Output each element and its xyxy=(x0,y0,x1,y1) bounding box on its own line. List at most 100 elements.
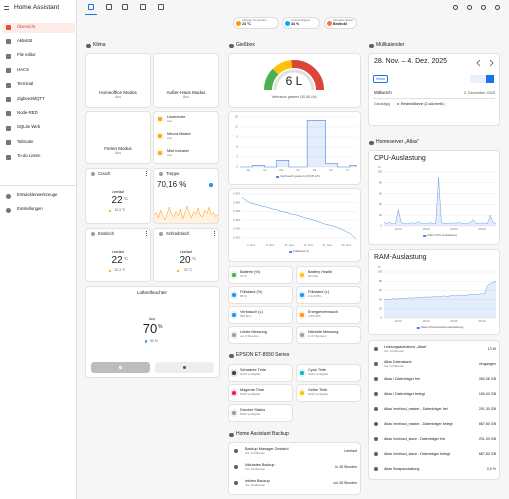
thermostat-card[interactable] xyxy=(153,228,219,282)
chart-card[interactable] xyxy=(368,150,500,245)
menu-item[interactable]: Entwicklerwerkzeuge xyxy=(17,192,58,197)
row-name[interactable]: Backup Manager Zustand xyxy=(245,447,289,451)
badge[interactable] xyxy=(233,17,279,29)
legend-label: Füllstand (l) xyxy=(293,249,309,253)
tile[interactable] xyxy=(228,266,293,284)
tile[interactable] xyxy=(228,286,293,304)
view-button[interactable] xyxy=(470,75,478,83)
tile[interactable] xyxy=(296,326,361,344)
menu-item[interactable]: To-do Listen xyxy=(17,153,41,159)
tab-icon[interactable] xyxy=(122,4,128,10)
menu-item[interactable]: Zigbee2MQTT xyxy=(17,95,45,101)
tile[interactable] xyxy=(296,286,361,304)
row-name[interactable]: Atlas /mnt/ssd_slave - Datenträger beleg… xyxy=(384,452,450,456)
tile[interactable] xyxy=(228,404,293,422)
row-name[interactable]: letztes Backup xyxy=(245,479,270,483)
chart-title: CPU-Auslastung xyxy=(374,155,426,162)
drop-icon xyxy=(183,366,186,369)
tile[interactable] xyxy=(296,364,361,382)
tab-icon[interactable] xyxy=(158,4,164,10)
section-title: Müllkalender xyxy=(376,42,405,48)
toolbar-icon[interactable] xyxy=(452,4,458,10)
tile[interactable] xyxy=(228,384,293,402)
menu-item[interactable]: Terminal xyxy=(17,81,34,87)
view-button-active[interactable] xyxy=(486,75,494,83)
view-button[interactable] xyxy=(478,75,486,83)
badge-value: Bedeckt xyxy=(333,22,347,27)
tile-state: 549,40 L xyxy=(240,314,252,318)
row-name[interactable]: Atlas /mnt/ssd_slave - Datenträger frei xyxy=(384,437,446,441)
thermostat-card[interactable] xyxy=(85,228,151,282)
row-state: 201,30 GB xyxy=(478,437,496,441)
tile[interactable] xyxy=(296,384,361,402)
light-bulb xyxy=(158,117,162,121)
more-menu[interactable] xyxy=(146,171,147,176)
legend-swatch xyxy=(423,234,427,237)
thermostat-icon xyxy=(91,172,95,176)
menu-item[interactable]: SQLite Web xyxy=(17,124,41,130)
calendar-range: 28. Nov. – 4. Dez. 2025 xyxy=(374,58,448,65)
menu-item[interactable]: File editor xyxy=(17,52,36,58)
tab-icon[interactable] xyxy=(106,4,112,10)
tile[interactable] xyxy=(296,266,361,284)
more-menu[interactable] xyxy=(214,231,215,236)
thermostat-current: 20 °C xyxy=(183,268,193,272)
row-name[interactable]: Atlas Swapauslastung xyxy=(384,467,420,471)
more-menu[interactable] xyxy=(146,231,147,236)
row-name[interactable]: Atlas Datenstand xyxy=(384,360,412,364)
light-state: Aus xyxy=(167,119,173,123)
tile[interactable] xyxy=(296,306,361,324)
mode-name: Homeoffice Modus xyxy=(99,90,137,95)
row-icon xyxy=(373,421,379,427)
today-label[interactable]: Heute xyxy=(375,76,386,81)
light-name[interactable]: Mecca Master xyxy=(167,132,191,136)
toolbar-icon[interactable] xyxy=(494,4,500,10)
axis-unit: % xyxy=(378,165,381,169)
tile[interactable] xyxy=(228,326,293,344)
tile[interactable] xyxy=(228,306,293,324)
toolbar-icon[interactable] xyxy=(480,4,486,10)
tile-state: Normal xyxy=(308,274,318,278)
menu-item[interactable]: Übersicht xyxy=(17,23,36,29)
tile-state: Nicht verfügbar xyxy=(308,392,329,396)
row-name[interactable]: Nächstes Backup xyxy=(245,463,275,467)
power-button[interactable] xyxy=(91,362,150,373)
menu-item[interactable]: Node-RED xyxy=(17,109,38,115)
badge-icon xyxy=(235,20,241,26)
section-icon xyxy=(229,432,234,438)
badge-value: 34 % xyxy=(291,22,300,27)
row-name[interactable]: Atlas /mnt/ssd_master - Datenträger frei xyxy=(384,407,448,411)
badge-value: 23 °C xyxy=(242,22,252,27)
sensor-card[interactable] xyxy=(153,168,219,224)
tile-state: vor 3 Stunden xyxy=(240,334,259,338)
menu-icon[interactable] xyxy=(4,6,9,10)
row-name[interactable]: Atlas / Datenträger belegt xyxy=(384,392,425,396)
tile-icon xyxy=(300,371,304,375)
menu-item[interactable]: Tailscale xyxy=(17,138,34,144)
badge[interactable] xyxy=(282,17,320,29)
menu-item[interactable]: Aktivität xyxy=(17,37,33,43)
thermostat-target: 22 xyxy=(111,195,123,206)
today-button[interactable] xyxy=(373,75,388,83)
mode-card[interactable] xyxy=(153,53,219,108)
light-bulb xyxy=(158,134,162,138)
thermostat-card[interactable] xyxy=(85,168,151,224)
menu-item[interactable]: HACS xyxy=(17,66,29,72)
light-name[interactable]: Lesenecke xyxy=(167,115,186,119)
mode-card[interactable] xyxy=(85,111,151,164)
entities-card xyxy=(368,340,500,480)
row-name[interactable]: Atlas /mnt/ssd_master - Datenträger bele… xyxy=(384,422,453,426)
current-icon xyxy=(108,209,112,213)
event-title[interactable]: Restmülltonne (2-wöchentl.) xyxy=(401,102,445,106)
tab-icon[interactable] xyxy=(88,4,94,10)
toolbar-icon[interactable] xyxy=(466,4,472,10)
menu-item[interactable]: Einstellungen xyxy=(17,206,43,211)
badge[interactable] xyxy=(324,17,357,29)
tab-icon[interactable] xyxy=(140,4,146,10)
row-name[interactable]: Leistungsaufnahme „Atlas“ xyxy=(384,345,427,349)
light-name[interactable]: Mint Induster xyxy=(167,149,189,153)
row-name[interactable]: Atlas / Datenträger frei xyxy=(384,377,420,381)
tile[interactable] xyxy=(228,364,293,382)
dehumidifier-unit: % xyxy=(158,324,163,330)
mode-card[interactable] xyxy=(85,53,151,108)
